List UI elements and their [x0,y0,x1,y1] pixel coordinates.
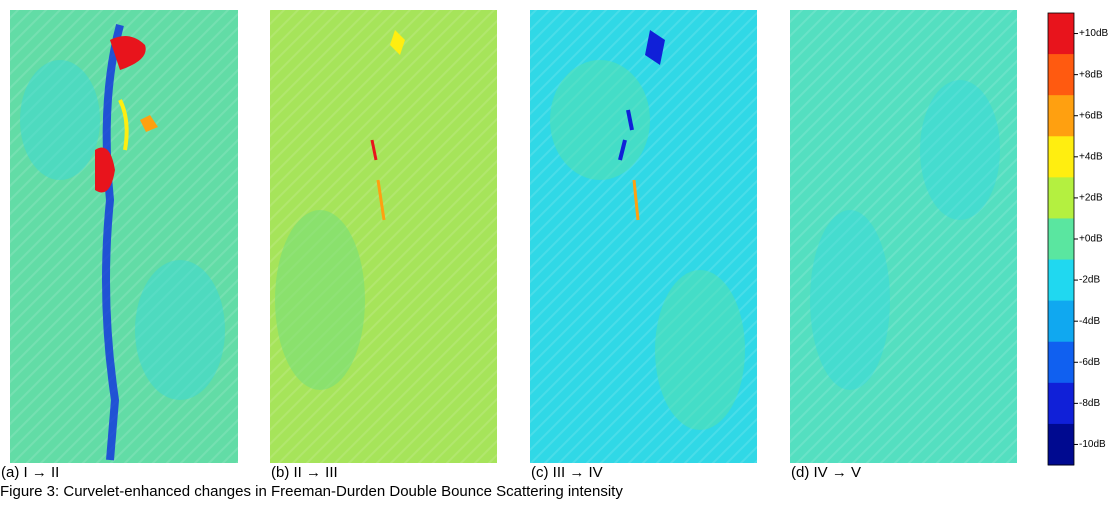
colorbar-segment [1048,300,1074,343]
colorbar-label: -4dB [1079,316,1100,327]
colorbar-segment [1048,136,1074,178]
colorbar-label: -2dB [1079,275,1100,286]
colorbar-segment [1048,177,1074,219]
colorbar-label: -6dB [1079,357,1100,368]
panel-label: (c) III → IV [531,464,603,481]
colorbar-label: +10dB [1079,28,1109,39]
colorbar-segment [1048,423,1074,466]
panel-label: (b) II → III [271,464,338,481]
colorbar-label: -10dB [1079,439,1106,450]
panel-label: (a) I → II [1,464,59,481]
colorbar-label: +4dB [1079,151,1103,162]
colorbar-segment [1048,218,1074,261]
colorbar-label: +0dB [1079,234,1103,245]
colorbar-segment [1048,95,1074,137]
colorbar-label: -8dB [1079,398,1100,409]
colorbar-segment [1048,341,1074,384]
colorbar-label: +8dB [1079,69,1103,80]
colorbar-segment [1048,54,1074,96]
panel-label: (d) IV → V [791,464,861,481]
colorbar-segment [1048,259,1074,302]
colorbar-label: +2dB [1079,193,1103,204]
panel-image [270,10,497,463]
panel-image [790,10,1017,463]
colorbar-label: +6dB [1079,110,1103,121]
colorbar-segment [1048,382,1074,425]
colorbar-segment [1048,13,1074,55]
colorbar-frame [1047,12,1075,466]
panel-image [530,10,757,463]
figure-caption: Figure 3: Curvelet-enhanced changes in F… [0,483,623,500]
panel-image [10,10,238,463]
